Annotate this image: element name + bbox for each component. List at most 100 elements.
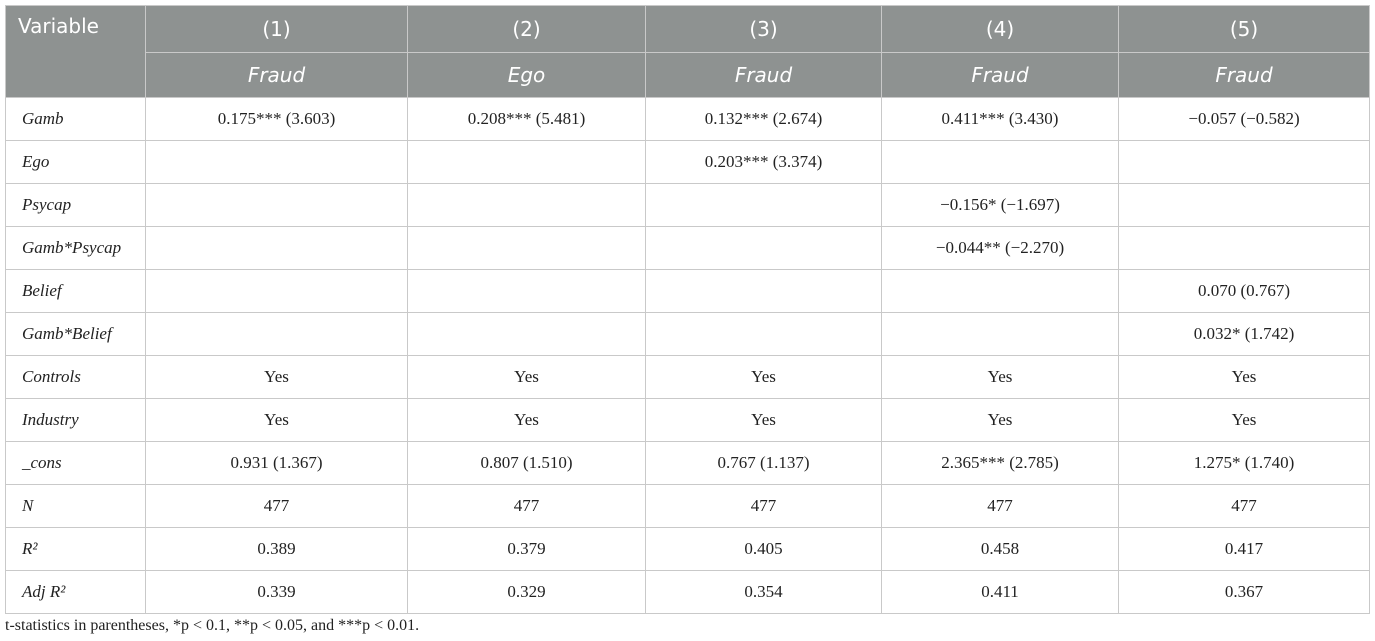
table-cell: 0.367 [1118, 570, 1370, 614]
table-row: R² 0.389 0.379 0.405 0.458 0.417 [5, 527, 1370, 571]
row-label: Gamb*Belief [5, 312, 146, 356]
table-cell: 0.807 (1.510) [407, 441, 646, 485]
table-cell: 0.389 [145, 527, 408, 571]
table-row: Ego 0.203*** (3.374) [5, 140, 1370, 184]
column-header: (5) [1118, 5, 1370, 53]
table-cell: 0.411*** (3.430) [881, 97, 1119, 141]
row-label: Belief [5, 269, 146, 313]
row-label: Psycap [5, 183, 146, 227]
subheader-row: Fraud Ego Fraud Fraud Fraud [6, 52, 1370, 98]
table-cell: −0.044** (−2.270) [881, 226, 1119, 270]
table-cell: 0.070 (0.767) [1118, 269, 1370, 313]
row-label: R² [5, 527, 146, 571]
dependent-variable: Fraud [145, 52, 408, 98]
dependent-variable: Fraud [1118, 52, 1370, 98]
table-cell: −0.057 (−0.582) [1118, 97, 1370, 141]
table-cell [881, 269, 1119, 313]
table-cell [1118, 226, 1370, 270]
table-cell: 0.032* (1.742) [1118, 312, 1370, 356]
table-row: Psycap −0.156* (−1.697) [5, 183, 1370, 227]
table-row: Controls Yes Yes Yes Yes Yes [5, 355, 1370, 399]
table-cell [145, 140, 408, 184]
dependent-variable: Fraud [645, 52, 882, 98]
table-cell [145, 183, 408, 227]
dependent-variable: Fraud [881, 52, 1119, 98]
table-cell: 0.339 [145, 570, 408, 614]
table-cell: 0.354 [645, 570, 882, 614]
row-label: N [5, 484, 146, 528]
row-label: Gamb*Psycap [5, 226, 146, 270]
table-cell [407, 226, 646, 270]
table-cell [407, 269, 646, 313]
table-cell [881, 140, 1119, 184]
row-label: Ego [5, 140, 146, 184]
table-cell: 477 [145, 484, 408, 528]
row-label: Controls [5, 355, 146, 399]
table-cell: 0.203*** (3.374) [645, 140, 882, 184]
table-cell [407, 140, 646, 184]
table-cell: 2.365*** (2.785) [881, 441, 1119, 485]
dependent-variable: Ego [407, 52, 646, 98]
column-header: Variable [5, 5, 146, 98]
table-cell: Yes [645, 398, 882, 442]
table-cell: 0.379 [407, 527, 646, 571]
table-cell: 477 [645, 484, 882, 528]
table-cell: 0.175*** (3.603) [145, 97, 408, 141]
table-cell [881, 312, 1119, 356]
table-cell: Yes [1118, 398, 1370, 442]
table-cell: 0.208*** (5.481) [407, 97, 646, 141]
footnote: t-statistics in parentheses, *p < 0.1, *… [5, 617, 420, 634]
regression-table: Variable (1) (2) (3) (4) (5) Fraud Ego Fraud Frau… [5, 5, 1370, 614]
table-row: Belief 0.070 (0.767) [5, 269, 1370, 313]
table-cell: 0.458 [881, 527, 1119, 571]
table-cell: 0.417 [1118, 527, 1370, 571]
column-header: (4) [881, 5, 1119, 53]
table-cell [145, 312, 408, 356]
table-cell: Yes [645, 355, 882, 399]
table-cell: Yes [407, 398, 646, 442]
table-cell: 0.411 [881, 570, 1119, 614]
table-cell: Yes [145, 398, 408, 442]
table-cell: 0.405 [645, 527, 882, 571]
column-header: (2) [407, 5, 646, 53]
column-header: (3) [645, 5, 882, 53]
table-cell: −0.156* (−1.697) [881, 183, 1119, 227]
table-row: Adj R² 0.339 0.329 0.354 0.411 0.367 [5, 570, 1370, 614]
row-label: Industry [5, 398, 146, 442]
table-cell [1118, 183, 1370, 227]
table-cell: 0.329 [407, 570, 646, 614]
table-cell [145, 226, 408, 270]
table-cell: 477 [881, 484, 1119, 528]
table-row: Industry Yes Yes Yes Yes Yes [5, 398, 1370, 442]
table-cell [645, 226, 882, 270]
table-cell: 477 [407, 484, 646, 528]
table-cell: 1.275* (1.740) [1118, 441, 1370, 485]
table-row: Gamb*Psycap −0.044** (−2.270) [5, 226, 1370, 270]
table-row: N 477 477 477 477 477 [5, 484, 1370, 528]
row-label: Gamb [5, 97, 146, 141]
header-row: Variable (1) (2) (3) (4) (5) [5, 5, 1370, 98]
table-cell: Yes [407, 355, 646, 399]
table-cell [145, 269, 408, 313]
column-header: (1) [145, 5, 408, 53]
table-row: Gamb 0.175*** (3.603) 0.208*** (5.481) 0.13… [5, 97, 1370, 141]
table-cell: Yes [1118, 355, 1370, 399]
table-cell: Yes [145, 355, 408, 399]
table-cell [645, 269, 882, 313]
table-row: Gamb*Belief 0.032* (1.742) [5, 312, 1370, 356]
row-label: Adj R² [5, 570, 146, 614]
table-cell: 0.132*** (2.674) [645, 97, 882, 141]
table-cell: 0.767 (1.137) [645, 441, 882, 485]
table-cell [645, 183, 882, 227]
table-cell [645, 312, 882, 356]
table-cell: 0.931 (1.367) [145, 441, 408, 485]
table-wrap: Variable (1) (2) (3) (4) (5) Fraud Ego Fraud Frau… [5, 5, 1370, 614]
table-cell [407, 183, 646, 227]
table-cell: Yes [881, 398, 1119, 442]
table-cell [407, 312, 646, 356]
table-row: _cons 0.931 (1.367) 0.807 (1.510) 0.767 (1.… [5, 441, 1370, 485]
table-cell: 477 [1118, 484, 1370, 528]
table-cell: Yes [881, 355, 1119, 399]
row-label: _cons [5, 441, 146, 485]
